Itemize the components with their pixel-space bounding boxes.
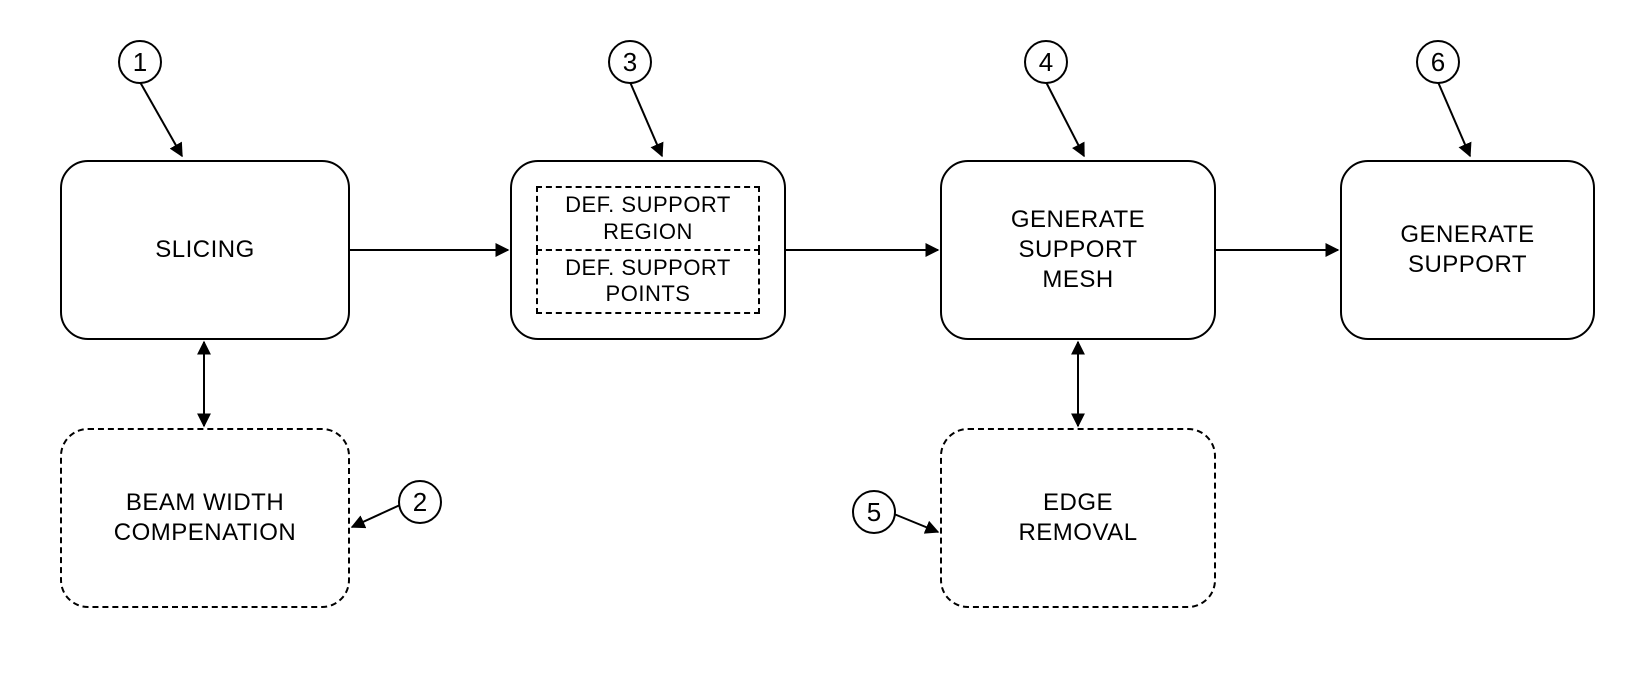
node-label-line: GENERATE [1011, 205, 1145, 235]
badge-label: 5 [867, 497, 881, 528]
node-edge-removal: EDGE REMOVAL [940, 428, 1216, 608]
callout-badge-1: 1 [118, 40, 162, 84]
inner-label-line: DEF. SUPPORT [548, 192, 748, 218]
inner-def-support-points: DEF. SUPPORT POINTS [536, 249, 760, 314]
callout-badge-5: 5 [852, 490, 896, 534]
callout-badge-3: 3 [608, 40, 652, 84]
badge-label: 1 [133, 47, 147, 78]
node-label-line: MESH [1042, 265, 1113, 295]
inner-label-line: REGION [548, 219, 748, 245]
badge-label: 2 [413, 487, 427, 518]
node-label: SLICING [155, 235, 255, 265]
node-label-line: REMOVAL [1018, 518, 1137, 548]
node-label-line: SUPPORT [1408, 250, 1527, 280]
diagram-canvas: SLICING BEAM WIDTH COMPENATION DEF. SUPP… [0, 0, 1634, 682]
badge-label: 4 [1039, 47, 1053, 78]
node-beam-width-compensation: BEAM WIDTH COMPENATION [60, 428, 350, 608]
callout-badge-2: 2 [398, 480, 442, 524]
node-label-line: GENERATE [1400, 220, 1534, 250]
badge-label: 6 [1431, 47, 1445, 78]
callout-badge-6: 6 [1416, 40, 1460, 84]
node-define-support: DEF. SUPPORT REGION DEF. SUPPORT POINTS [510, 160, 786, 340]
node-slicing: SLICING [60, 160, 350, 340]
node-label-line: COMPENATION [114, 518, 296, 548]
badge-label: 3 [623, 47, 637, 78]
node-generate-support-mesh: GENERATE SUPPORT MESH [940, 160, 1216, 340]
node-label-line: EDGE [1043, 488, 1113, 518]
inner-label-line: DEF. SUPPORT [548, 255, 748, 281]
inner-def-support-region: DEF. SUPPORT REGION [536, 186, 760, 251]
inner-label-line: POINTS [548, 281, 748, 307]
callout-badge-4: 4 [1024, 40, 1068, 84]
node-label-line: BEAM WIDTH [126, 488, 284, 518]
node-generate-support: GENERATE SUPPORT [1340, 160, 1595, 340]
node-label-line: SUPPORT [1018, 235, 1137, 265]
